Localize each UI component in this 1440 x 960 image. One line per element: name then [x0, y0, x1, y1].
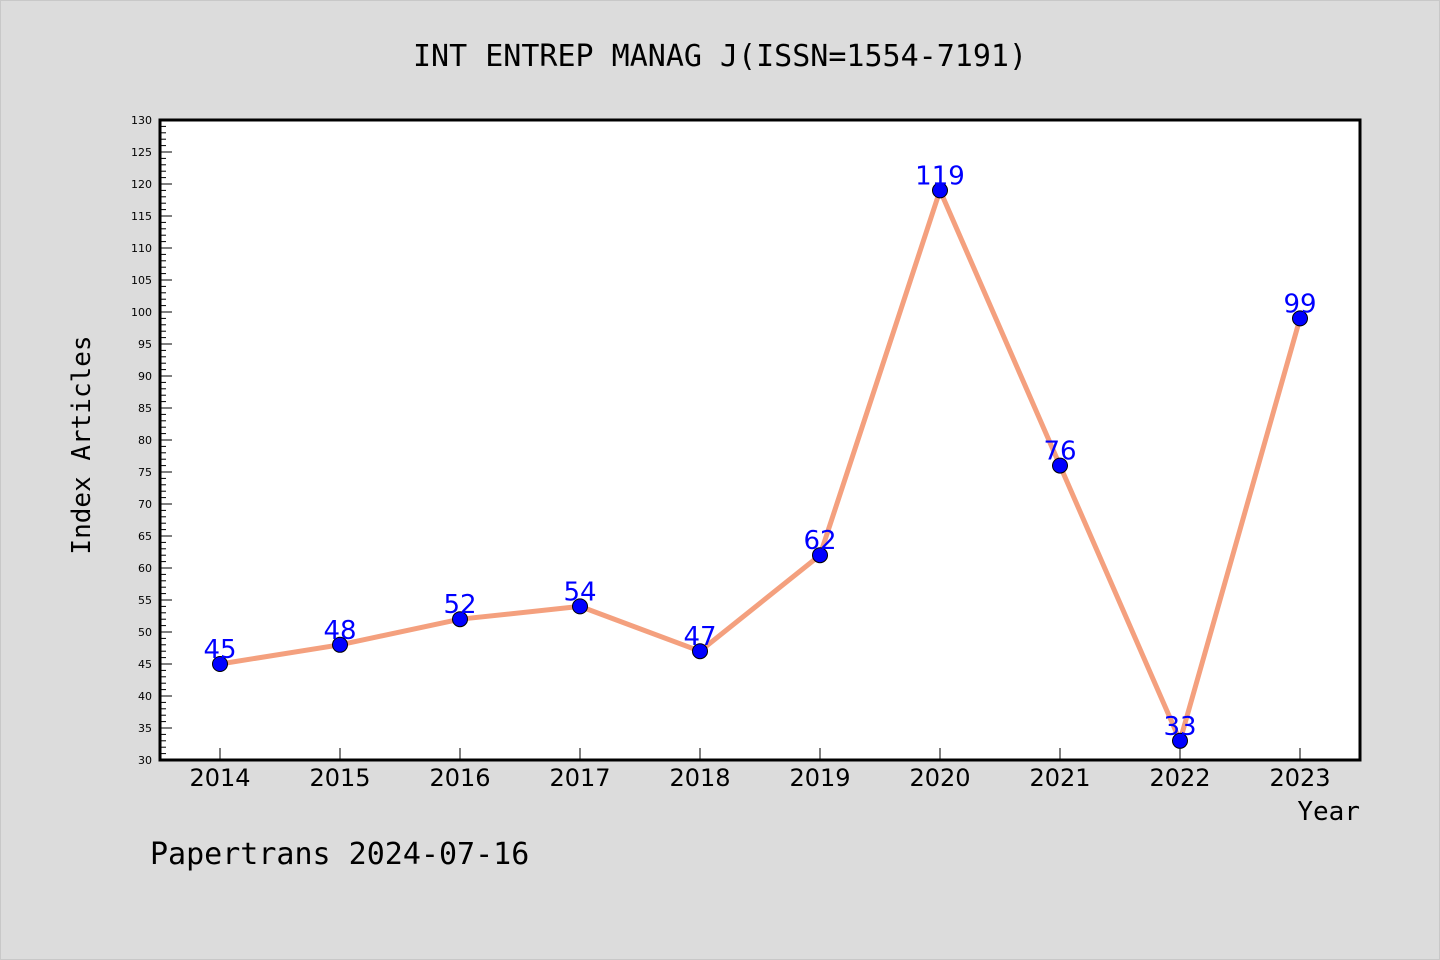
y-tick-label: 60 [138, 562, 152, 575]
footer-credit: Papertrans 2024-07-16 [150, 837, 529, 872]
data-point [572, 598, 588, 615]
y-tick-label: 130 [131, 114, 152, 127]
y-tick-label: 30 [138, 754, 152, 767]
data-point [1172, 732, 1188, 749]
x-tick-label: 2014 [189, 764, 250, 792]
plot-border [158, 118, 1362, 762]
y-tick-label: 120 [131, 178, 152, 191]
plot-area [160, 120, 1360, 760]
data-point [692, 643, 708, 660]
x-tick-label: 2016 [429, 764, 490, 792]
y-tick-label: 110 [131, 242, 152, 255]
data-labels: 45 48 52 54 47 62 119 76 33 99 [203, 161, 1316, 741]
x-tick-label: 2020 [909, 764, 970, 792]
chart-title: INT ENTREP MANAG J(ISSN=1554-7191) [413, 39, 1027, 74]
x-tick-label: 2015 [309, 764, 370, 792]
y-tick-label: 80 [138, 434, 152, 447]
y-tick-label: 45 [138, 658, 152, 671]
x-tick-label: 2017 [549, 764, 610, 792]
data-label: 54 [563, 577, 596, 607]
data-label: 119 [915, 161, 965, 191]
series-line [217, 187, 1303, 744]
data-point [332, 636, 348, 653]
data-label: 45 [203, 635, 236, 665]
y-tick-label: 55 [138, 594, 152, 607]
data-label: 33 [1163, 712, 1196, 742]
x-tick-label: 2023 [1269, 764, 1330, 792]
y-axis-label: Index Articles [67, 335, 97, 554]
data-point [812, 547, 828, 564]
data-label: 48 [323, 616, 356, 646]
data-label: 52 [443, 590, 476, 620]
x-tick-label: 2019 [789, 764, 850, 792]
y-tick-label: 90 [138, 370, 152, 383]
data-point [1052, 457, 1068, 474]
series-line-group [217, 187, 1303, 744]
data-label: 99 [1283, 289, 1316, 319]
x-axis-label: Year [1297, 797, 1360, 827]
y-tick-label: 40 [138, 690, 152, 703]
data-markers [212, 182, 1308, 749]
y-tick-label: 115 [131, 210, 152, 223]
y-tick-label: 35 [138, 722, 152, 735]
data-point [452, 611, 468, 628]
data-label: 76 [1043, 437, 1076, 467]
data-label: 62 [803, 526, 836, 556]
y-tick-label: 70 [138, 498, 152, 511]
y-tick-label: 95 [138, 338, 152, 351]
y-tick-label: 100 [131, 306, 152, 319]
x-tick-label: 2018 [669, 764, 730, 792]
data-point [932, 182, 948, 199]
y-tick-label: 50 [138, 626, 152, 639]
y-tick-label: 125 [131, 146, 152, 159]
y-tick-label: 65 [138, 530, 152, 543]
x-axis: 2014 2015 2016 2017 2018 2019 2020 2021 2022 2023 [189, 748, 1331, 792]
data-point [212, 656, 228, 672]
x-tick-label: 2022 [1149, 764, 1210, 792]
data-point [1292, 310, 1308, 327]
y-tick-label: 105 [131, 274, 152, 287]
x-tick-label: 2021 [1029, 764, 1090, 792]
y-tick-label: 85 [138, 402, 152, 415]
y-axis: 30 35 40 45 50 55 60 65 70 75 80 85 90 95 100 105 110 115… [131, 114, 172, 767]
data-label: 47 [683, 622, 716, 652]
y-tick-label: 75 [138, 466, 152, 479]
